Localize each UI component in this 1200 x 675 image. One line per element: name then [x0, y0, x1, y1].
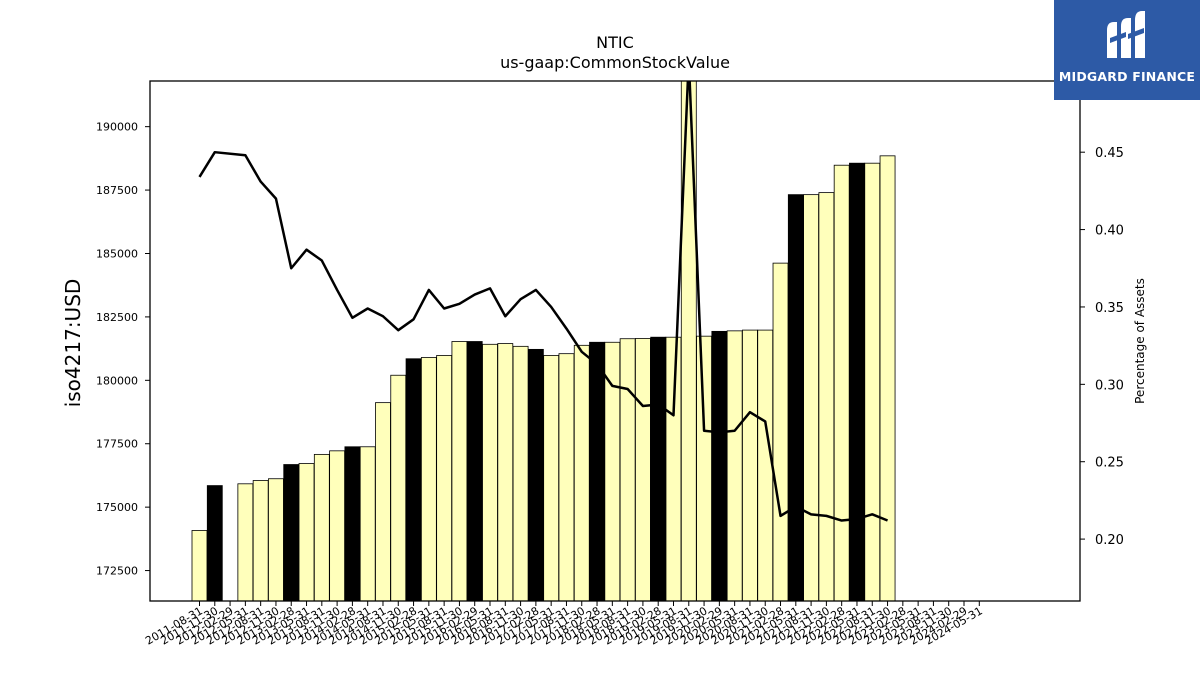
bar-2020-11-30 — [757, 329, 774, 602]
y-tick-label: 187500 — [96, 184, 138, 197]
bar-2020-08-31 — [742, 329, 758, 602]
bar-2018-02-28 — [589, 341, 605, 602]
bar-2015-02-28 — [405, 358, 422, 602]
y2-axis-label: Percentage of Assets — [1133, 278, 1147, 404]
y-tick-label: 182500 — [96, 311, 138, 324]
bar-2018-08-31 — [619, 338, 636, 602]
bar-2013-05-31 — [298, 463, 315, 602]
bar-2016-02-29 — [466, 341, 483, 602]
y2-tick-label: 0.35 — [1095, 301, 1124, 316]
y-tick-label: 172500 — [96, 565, 138, 578]
y2-tick-label: 0.30 — [1095, 378, 1124, 393]
bar-2015-11-30 — [451, 341, 468, 602]
bar-2012-05-31 — [237, 483, 254, 602]
bar-2022-11-30 — [879, 155, 896, 602]
bar-2022-08-31 — [864, 162, 881, 602]
bar-2017-05-31 — [543, 355, 560, 602]
y-axis-ticks: 172500 175000 177500 180000 182500 185000 1875… — [96, 121, 150, 578]
bar-2019-05-31 — [665, 336, 682, 602]
bar-2011-08-31 — [191, 530, 208, 602]
bar-2013-08-31 — [313, 453, 330, 602]
y2-tick-label: 0.45 — [1095, 146, 1124, 161]
line-group — [198, 81, 889, 522]
y-tick-label: 175000 — [96, 501, 138, 514]
bar-2016-08-31 — [497, 343, 514, 602]
brand-name: MIDGARD FINANCE — [1058, 69, 1196, 84]
y2-tick-label: 0.40 — [1095, 224, 1124, 239]
midgard-m-logo-icon — [1107, 11, 1145, 58]
bar-2019-02-28 — [650, 336, 667, 602]
bar-2016-05-31 — [482, 343, 498, 602]
bar-2021-08-31 — [803, 194, 819, 602]
bar-2020-05-31 — [726, 330, 743, 602]
bar-2019-11-30 — [696, 335, 712, 602]
y2-tick-label: 0.20 — [1095, 533, 1124, 548]
bar-2014-02-28 — [344, 446, 361, 602]
bar-2021-05-31 — [787, 194, 804, 602]
bar-2016-11-30 — [512, 345, 529, 602]
bar-2022-02-28 — [833, 164, 850, 602]
bar-2018-11-30 — [635, 338, 651, 602]
y2-axis-ticks: 0.20 0.25 0.30 0.35 0.40 0.45 — [1080, 146, 1124, 548]
bar-2015-08-31 — [436, 355, 453, 602]
bar-2011-11-30 — [206, 485, 223, 602]
plot-frame — [149, 80, 1081, 602]
brand-logo: MIDGARD FINANCE — [1054, 0, 1200, 100]
bar-2018-05-31 — [604, 341, 621, 602]
y2-tick-label: 0.25 — [1095, 456, 1124, 471]
bar-2013-11-30 — [329, 450, 346, 602]
y-tick-label: 185000 — [96, 247, 138, 260]
bar-2021-11-30 — [818, 192, 835, 602]
bar-2012-11-30 — [268, 478, 284, 602]
bar-2021-02-28 — [772, 262, 789, 602]
bar-2020-02-29 — [711, 330, 728, 602]
bar-2022-05-31 — [849, 162, 865, 602]
bar-2014-08-31 — [375, 402, 391, 602]
y-tick-label: 190000 — [96, 121, 138, 134]
bar-2015-05-31 — [420, 357, 437, 602]
y-tick-label: 177500 — [96, 438, 138, 451]
bar-2013-02-28 — [283, 464, 300, 602]
percentage-of-assets-line — [198, 81, 889, 522]
chart-subtitle: us-gaap:CommonStockValue — [500, 53, 730, 72]
bar-2017-02-28 — [527, 348, 544, 602]
bar-2014-05-31 — [359, 446, 376, 602]
chart-title: NTIC — [596, 33, 634, 52]
bar-2014-11-30 — [390, 374, 407, 602]
bar-2017-11-30 — [573, 344, 590, 602]
bar-2012-08-31 — [252, 480, 269, 602]
bar-group — [191, 80, 896, 602]
y-tick-label: 180000 — [96, 374, 138, 387]
x-axis-ticks: 2011-08-312011-11-302012-02-292012-05-31… — [143, 601, 985, 648]
y-axis-label: iso4217:USD — [61, 279, 85, 408]
bar-2017-08-31 — [558, 353, 575, 602]
